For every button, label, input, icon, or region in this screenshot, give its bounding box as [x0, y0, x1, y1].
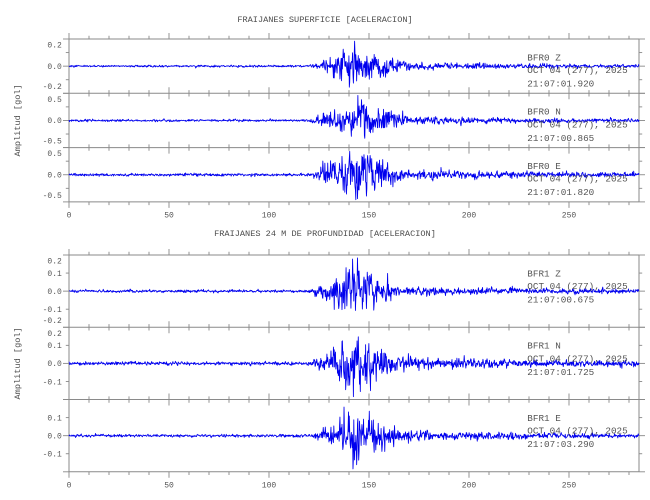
svg-text:50: 50: [164, 481, 174, 490]
svg-text:21:07:01.820: 21:07:01.820: [527, 187, 594, 198]
svg-text:OCT 04 (277), 2025: OCT 04 (277), 2025: [527, 426, 627, 437]
svg-text:50: 50: [164, 211, 174, 220]
svg-text:21:07:00.865: 21:07:00.865: [527, 133, 594, 144]
svg-text:0.0: 0.0: [47, 117, 62, 126]
svg-text:BFR0 E: BFR0 E: [527, 161, 561, 172]
svg-text:OCT 04 (277), 2025: OCT 04 (277), 2025: [527, 353, 627, 364]
svg-text:-0.1: -0.1: [43, 451, 62, 460]
svg-text:0.5: 0.5: [47, 150, 62, 159]
svg-text:0.0: 0.0: [47, 433, 62, 442]
svg-text:100: 100: [262, 481, 277, 490]
svg-text:0.0: 0.0: [47, 360, 62, 369]
svg-text:0.5: 0.5: [47, 96, 62, 105]
svg-text:-0.5: -0.5: [43, 192, 62, 201]
svg-text:Amplitud [gol]: Amplitud [gol]: [13, 84, 23, 156]
svg-text:OCT 04 (277), 2025: OCT 04 (277), 2025: [527, 281, 627, 292]
svg-text:21:07:01.920: 21:07:01.920: [527, 79, 594, 90]
svg-text:0.2: 0.2: [47, 330, 62, 339]
svg-text:BFR1 N: BFR1 N: [527, 341, 560, 352]
svg-text:-0.1: -0.1: [43, 306, 62, 315]
svg-text:0.1: 0.1: [47, 342, 62, 351]
svg-text:200: 200: [462, 211, 477, 220]
svg-text:-0.5: -0.5: [43, 138, 62, 147]
svg-text:-0.1: -0.1: [43, 378, 62, 387]
svg-text:-0.2: -0.2: [43, 83, 62, 92]
svg-text:200: 200: [462, 481, 477, 490]
svg-text:BFR1 Z: BFR1 Z: [527, 268, 561, 279]
svg-text:OCT 04 (277), 2025: OCT 04 (277), 2025: [527, 119, 627, 130]
svg-text:FRAIJANES SUPERFICIE [ACELERAC: FRAIJANES SUPERFICIE [ACELERACION]: [237, 15, 412, 25]
svg-text:21:07:03.290: 21:07:03.290: [527, 439, 594, 450]
svg-text:250: 250: [562, 481, 577, 490]
svg-text:21:07:01.725: 21:07:01.725: [527, 367, 594, 378]
svg-text:150: 150: [362, 481, 377, 490]
svg-text:0.0: 0.0: [47, 63, 62, 72]
svg-text:-0.2: -0.2: [43, 317, 62, 326]
svg-text:0.0: 0.0: [47, 172, 62, 181]
svg-text:21:07:00.675: 21:07:00.675: [527, 295, 594, 306]
svg-text:BFR0 Z: BFR0 Z: [527, 52, 561, 63]
svg-text:0.2: 0.2: [47, 42, 62, 51]
svg-text:OCT 04 (277), 2025: OCT 04 (277), 2025: [527, 174, 627, 185]
svg-text:0.2: 0.2: [47, 258, 62, 267]
svg-text:BFR0 N: BFR0 N: [527, 107, 560, 118]
svg-text:Amplitud [gol]: Amplitud [gol]: [13, 327, 23, 399]
svg-text:250: 250: [562, 211, 577, 220]
svg-text:BFR1 E: BFR1 E: [527, 413, 561, 424]
svg-text:OCT 04 (277), 2025: OCT 04 (277), 2025: [527, 65, 627, 76]
svg-text:0.1: 0.1: [47, 270, 62, 279]
svg-text:0.0: 0.0: [47, 288, 62, 297]
svg-text:0: 0: [67, 211, 72, 220]
svg-text:150: 150: [362, 211, 377, 220]
svg-text:100: 100: [262, 211, 277, 220]
svg-text:FRAIJANES 24 M DE PROFUNDIDAD: FRAIJANES 24 M DE PROFUNDIDAD [ACELERACI…: [214, 229, 436, 239]
svg-text:0: 0: [67, 481, 72, 490]
svg-text:0.1: 0.1: [47, 414, 62, 423]
